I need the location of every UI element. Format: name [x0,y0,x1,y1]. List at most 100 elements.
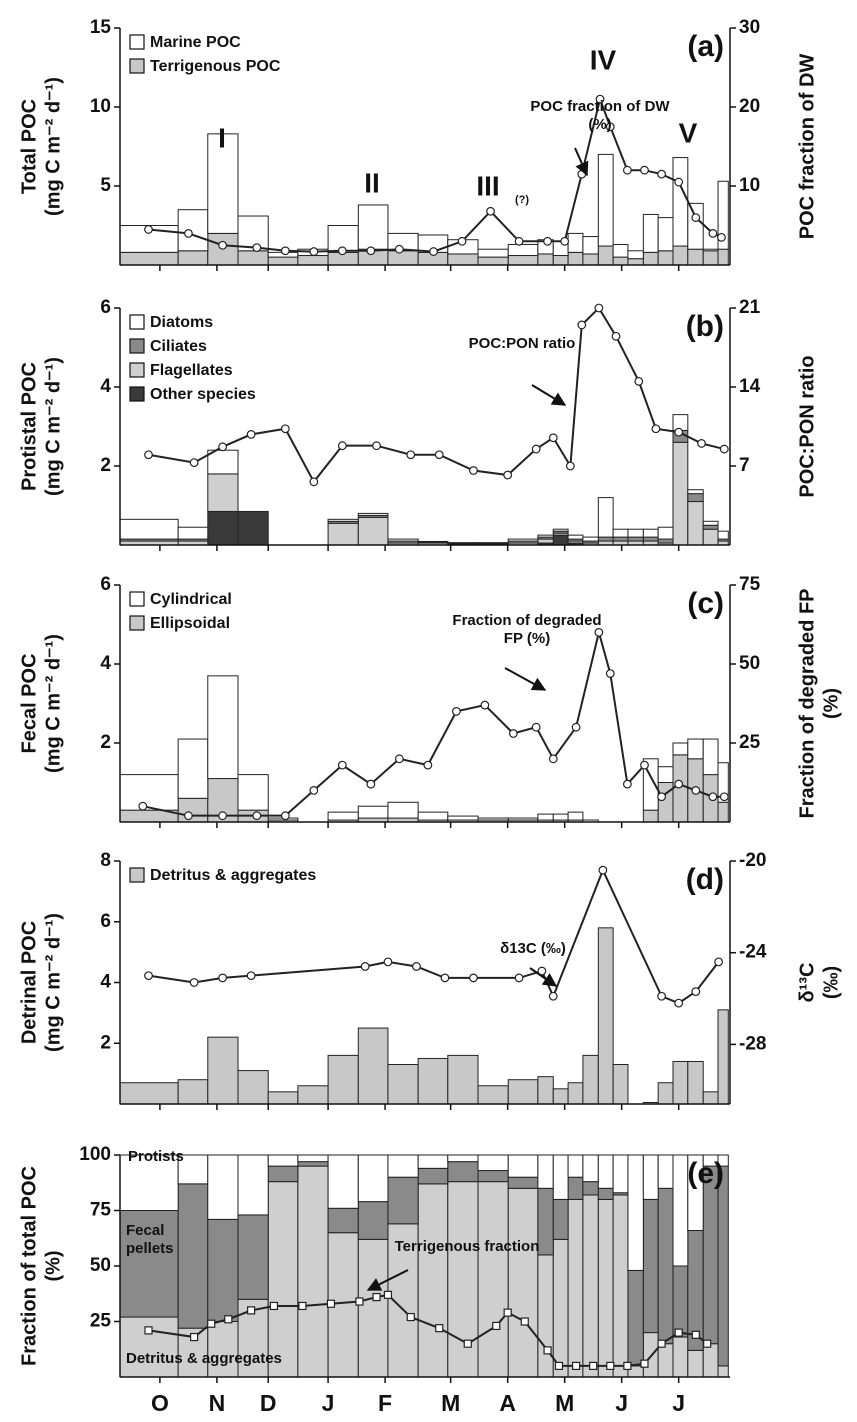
y-axis-label: Fecal POC [18,653,40,753]
y-tick-label: 2 [100,455,111,476]
marker [366,779,376,789]
bar [687,1060,704,1105]
bar [687,738,704,760]
bar [567,1082,584,1105]
marker [190,1332,199,1342]
bar [207,449,239,475]
marker [697,439,706,448]
bar [642,1154,659,1200]
bar [357,1154,389,1203]
area-label: Fecal pellets [126,1222,174,1257]
marker [605,669,615,678]
y2-tick-label: 20 [739,96,760,117]
marker [606,1361,615,1371]
bar [237,1214,269,1300]
bar [327,811,359,821]
bar [597,1154,614,1189]
marker [189,978,199,987]
marker [280,246,290,256]
marker [383,957,393,967]
marker [531,722,541,732]
bar [672,1154,689,1267]
marker [184,228,193,238]
y2-axis-label: Fraction of degraded FP [796,588,818,818]
marker [218,442,228,452]
y-tick-label: 75 [90,1200,112,1221]
bar [642,213,659,253]
bar [507,1176,539,1189]
marker [492,1321,501,1331]
bar [327,518,359,522]
bar [417,1057,449,1105]
bar [597,245,614,266]
bar [537,1254,554,1378]
bar [612,528,629,538]
bar [657,1187,674,1345]
bar [417,1183,449,1378]
marker [480,700,490,710]
marker [543,1346,552,1355]
bar [537,1154,554,1189]
marker [640,165,649,175]
bar [642,251,659,266]
marker [611,331,621,341]
marker [703,1339,712,1348]
bar [702,738,719,776]
bar [507,817,539,821]
marker [674,998,684,1008]
bar [327,522,359,546]
line [148,867,720,1005]
panel-label: (c) [687,587,724,620]
bar [657,250,674,266]
x-tick-label: M [555,1390,574,1416]
bar [417,540,449,543]
y2-tick-label: -28 [739,1033,766,1054]
marker [651,424,661,434]
x-tick-label: A [499,1390,516,1416]
marker [486,206,495,216]
bar [537,534,554,538]
y-tick-label: 5 [100,175,111,196]
bar [119,518,179,540]
marker [719,792,729,802]
y-tick-label: 6 [100,574,111,595]
marker [337,760,347,770]
marker [691,213,701,223]
bar [672,754,689,823]
marker [246,971,256,981]
bar [387,801,419,819]
bar [567,1176,584,1200]
line-note: Fraction of degraded FP (%) [452,612,602,647]
marker [640,760,649,770]
x-tick-label: J [322,1390,335,1416]
y2-tick-label: 7 [739,455,750,476]
y-tick-label: 100 [79,1144,111,1165]
line-note: δ13C (‰) [500,940,566,957]
marker [554,1361,564,1371]
marker [406,1312,415,1322]
marker [691,1330,700,1339]
legend-swatch [129,867,145,883]
bar [687,248,704,266]
marker [691,786,701,795]
y-tick-label: 6 [100,297,111,318]
bar [447,1054,479,1105]
bar [597,497,614,538]
x-tick-label: N [209,1390,226,1416]
y-tick-label: 10 [90,96,111,117]
bar [612,256,629,266]
y-tick-label: 25 [90,1311,112,1332]
bar [177,250,209,266]
bar [642,1332,659,1378]
panel-label: (e) [687,1157,724,1190]
arrow [531,384,567,406]
bar [567,1154,584,1178]
bar [477,817,509,821]
marker [640,1359,649,1368]
bar [672,245,689,266]
marker [622,165,632,175]
bar [477,1181,509,1378]
legend-swatch [129,362,145,378]
bar [267,1181,299,1378]
marker [622,779,632,789]
